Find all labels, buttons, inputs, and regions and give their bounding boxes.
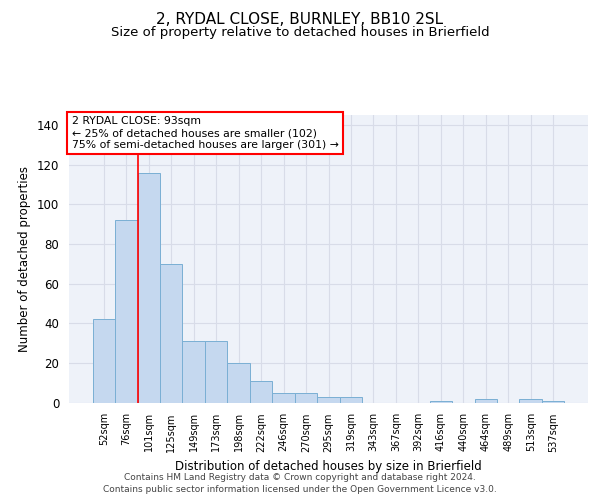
- Bar: [115, 220, 137, 402]
- Bar: [520, 398, 542, 402]
- Bar: [340, 396, 362, 402]
- Text: Contains public sector information licensed under the Open Government Licence v3: Contains public sector information licen…: [103, 485, 497, 494]
- Bar: [475, 398, 497, 402]
- Bar: [182, 341, 205, 402]
- Bar: [430, 400, 452, 402]
- X-axis label: Distribution of detached houses by size in Brierfield: Distribution of detached houses by size …: [175, 460, 482, 473]
- Bar: [272, 392, 295, 402]
- Bar: [160, 264, 182, 402]
- Bar: [92, 319, 115, 402]
- Text: 2, RYDAL CLOSE, BURNLEY, BB10 2SL: 2, RYDAL CLOSE, BURNLEY, BB10 2SL: [157, 12, 443, 28]
- Y-axis label: Number of detached properties: Number of detached properties: [19, 166, 31, 352]
- Bar: [137, 172, 160, 402]
- Bar: [205, 341, 227, 402]
- Bar: [227, 363, 250, 403]
- Bar: [542, 400, 565, 402]
- Text: 2 RYDAL CLOSE: 93sqm
← 25% of detached houses are smaller (102)
75% of semi-deta: 2 RYDAL CLOSE: 93sqm ← 25% of detached h…: [71, 116, 338, 150]
- Bar: [317, 396, 340, 402]
- Text: Contains HM Land Registry data © Crown copyright and database right 2024.: Contains HM Land Registry data © Crown c…: [124, 472, 476, 482]
- Text: Size of property relative to detached houses in Brierfield: Size of property relative to detached ho…: [110, 26, 490, 39]
- Bar: [295, 392, 317, 402]
- Bar: [250, 380, 272, 402]
